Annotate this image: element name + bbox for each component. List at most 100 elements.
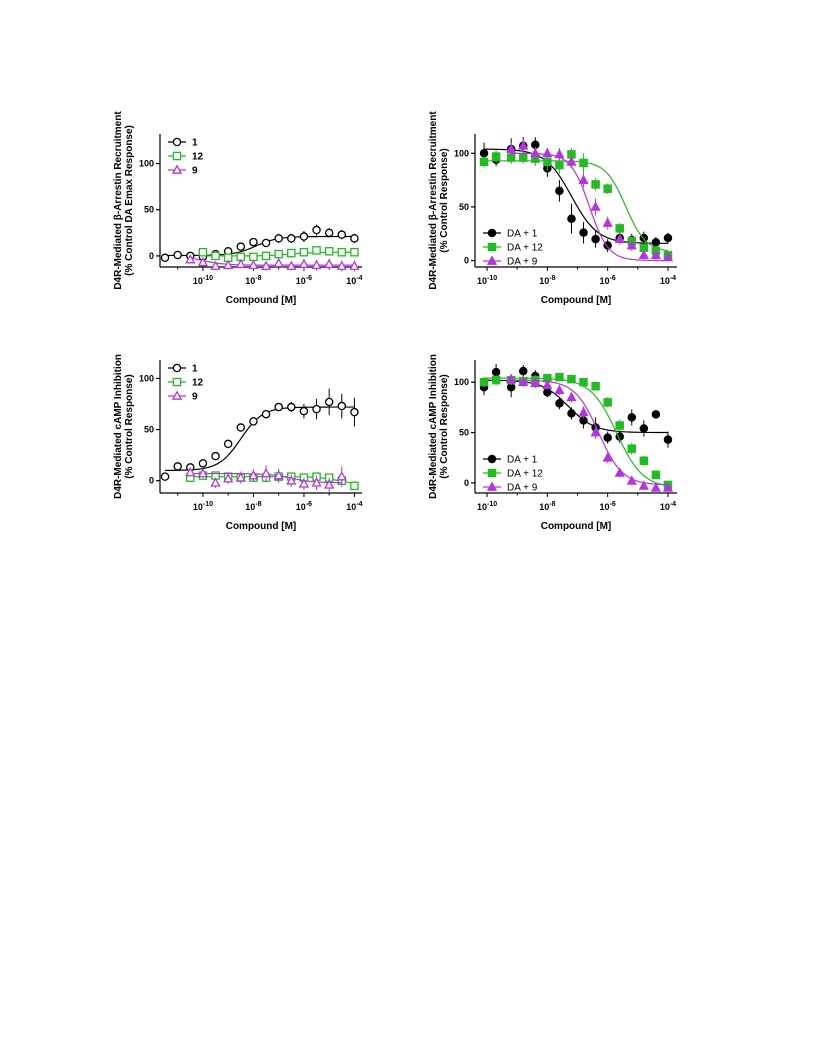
data-point bbox=[299, 232, 309, 241]
data-point bbox=[518, 153, 528, 162]
data-point bbox=[312, 404, 321, 414]
data-point bbox=[651, 470, 661, 480]
data-point bbox=[261, 251, 271, 261]
data-point bbox=[248, 470, 259, 480]
fit-curve bbox=[511, 379, 668, 486]
data-point bbox=[578, 406, 589, 417]
data-point bbox=[543, 157, 552, 167]
data-point bbox=[198, 247, 208, 257]
data-point bbox=[349, 260, 360, 270]
legend-marker bbox=[487, 228, 497, 238]
data-point bbox=[236, 423, 246, 432]
legend-marker bbox=[171, 390, 183, 400]
data-point bbox=[274, 402, 283, 412]
data-point bbox=[287, 402, 296, 412]
data-point bbox=[312, 246, 321, 255]
x-tick-label: 10-6 bbox=[600, 275, 616, 286]
x-tick-label: 10-10 bbox=[193, 501, 213, 512]
data-point bbox=[324, 397, 334, 407]
data-point bbox=[626, 239, 637, 250]
data-point bbox=[311, 477, 322, 487]
data-point bbox=[248, 259, 259, 270]
data-point bbox=[603, 398, 612, 407]
data-point bbox=[249, 237, 258, 247]
data-point bbox=[324, 258, 335, 269]
data-point bbox=[311, 259, 322, 270]
panel-beta-arrestin-antagonist: 0 50 100 10-10 10-8 10-6 10-4 Compound [M] D4R-M… bbox=[415, 111, 715, 322]
data-point bbox=[337, 230, 347, 239]
series-1 bbox=[160, 388, 359, 481]
data-point bbox=[555, 372, 564, 382]
data-point bbox=[626, 475, 637, 485]
series-12 bbox=[198, 246, 359, 263]
x-tick-label: 10-10 bbox=[193, 275, 213, 286]
y-axis-label: D4R-Mediated cAMP Inhibition bbox=[113, 354, 124, 499]
x-tick-label: 10-4 bbox=[346, 275, 362, 286]
data-point bbox=[274, 234, 283, 243]
data-point bbox=[223, 259, 234, 270]
data-point bbox=[651, 410, 661, 419]
legend-label: 1 bbox=[192, 364, 198, 375]
data-point bbox=[273, 470, 284, 480]
data-point bbox=[260, 467, 272, 478]
y-axis-label: (% Control Response) bbox=[439, 148, 450, 252]
data-point bbox=[627, 413, 637, 422]
data-point bbox=[579, 228, 588, 237]
data-point bbox=[579, 158, 588, 168]
chart-a: 0 50 100 10-10 10-8 10-6 10-4 Compound [M] D4R-M… bbox=[113, 111, 363, 306]
data-point bbox=[479, 157, 489, 167]
y-tick-label: 0 bbox=[149, 476, 154, 486]
data-point bbox=[530, 377, 541, 388]
data-point bbox=[350, 481, 359, 491]
y-axis-label: (% Control DA Emax Response) bbox=[124, 125, 135, 276]
data-point bbox=[261, 238, 271, 248]
data-point bbox=[591, 180, 600, 189]
legend-marker bbox=[487, 468, 497, 478]
legend-label: 12 bbox=[192, 152, 204, 163]
data-point bbox=[198, 459, 208, 468]
legend-marker bbox=[487, 454, 497, 464]
y-tick-label: 0 bbox=[149, 251, 154, 261]
legend-marker bbox=[486, 255, 498, 265]
legend-label: DA + 12 bbox=[507, 469, 543, 480]
data-point bbox=[287, 248, 296, 258]
data-point bbox=[663, 233, 673, 243]
data-point bbox=[337, 401, 347, 411]
x-tick-label: 10-6 bbox=[296, 501, 312, 512]
data-point bbox=[491, 375, 501, 385]
legend-marker bbox=[172, 363, 182, 373]
data-point bbox=[518, 376, 529, 387]
legend-marker bbox=[172, 377, 182, 387]
data-point bbox=[173, 462, 182, 471]
data-point bbox=[506, 143, 517, 153]
y-tick-label: 0 bbox=[464, 478, 469, 488]
y-tick-label: 50 bbox=[144, 425, 154, 435]
legend-marker bbox=[171, 164, 183, 174]
y-tick-label: 100 bbox=[454, 148, 469, 158]
legend-label: DA + 9 bbox=[507, 483, 538, 494]
x-tick-label: 10-4 bbox=[660, 275, 676, 286]
y-axis-label: (% Control Response) bbox=[439, 374, 450, 478]
y-tick-label: 50 bbox=[144, 205, 154, 215]
data-point bbox=[602, 452, 613, 462]
legend-marker bbox=[486, 481, 498, 491]
legend-label: 9 bbox=[192, 392, 198, 403]
data-point bbox=[336, 260, 347, 270]
legend-label: DA + 9 bbox=[507, 257, 538, 268]
data-point bbox=[274, 249, 283, 259]
data-point bbox=[336, 471, 347, 481]
fit-curve bbox=[165, 235, 355, 257]
data-point bbox=[210, 260, 221, 270]
data-point bbox=[542, 147, 553, 158]
data-point bbox=[614, 467, 625, 477]
data-point bbox=[567, 214, 576, 223]
data-point bbox=[211, 251, 220, 261]
data-point bbox=[491, 152, 501, 161]
legend-label: DA + 1 bbox=[507, 229, 538, 240]
data-point bbox=[650, 249, 661, 260]
series-9 bbox=[185, 254, 360, 272]
data-point bbox=[211, 451, 220, 461]
data-point bbox=[591, 381, 600, 391]
data-point bbox=[479, 149, 489, 158]
data-point bbox=[210, 477, 221, 487]
